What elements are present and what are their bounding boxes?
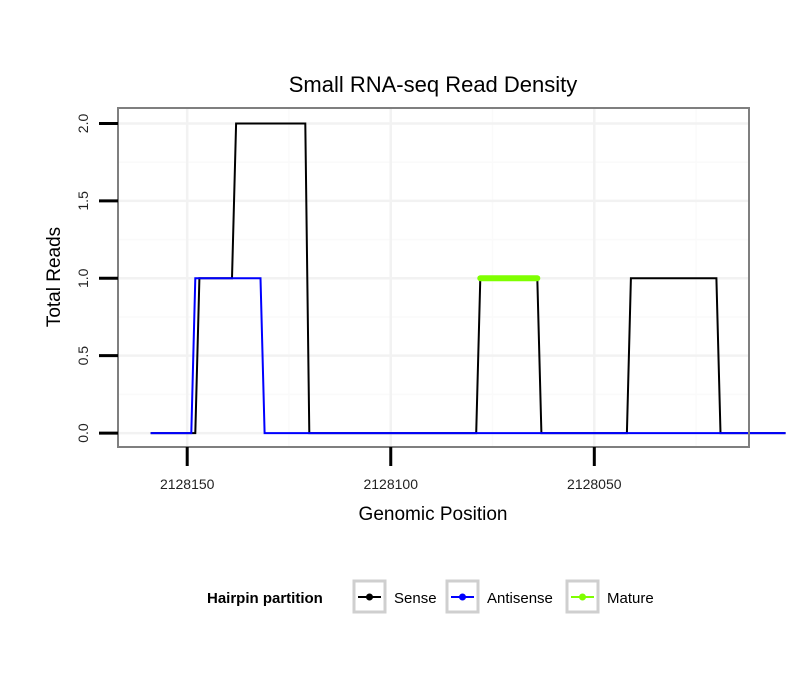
legend-label: Sense	[394, 590, 437, 607]
series-lines	[150, 122, 786, 435]
x-axis-title: Genomic Position	[359, 504, 508, 525]
plot-area	[117, 107, 786, 448]
legend-item-mature: Mature	[565, 579, 654, 614]
y-axis: 0.0 0.5 1.0 1.5 2.0	[75, 114, 118, 443]
legend-items: Sense Antisense Mature	[352, 579, 654, 614]
x-axis: 2128150 2128100 2128050	[160, 447, 622, 492]
legend-key-point	[459, 593, 466, 601]
y-tick-label: 1.5	[75, 191, 91, 211]
x-tick-label: 2128100	[363, 476, 418, 492]
legend-title: Hairpin partition	[207, 590, 323, 607]
y-tick-label: 0.5	[75, 346, 91, 366]
y-tick-label: 0.0	[75, 423, 91, 443]
x-tick-label: 2128150	[160, 476, 215, 492]
legend-item-sense: Sense	[352, 579, 437, 614]
legend-label: Antisense	[487, 590, 553, 607]
y-tick-label: 2.0	[75, 114, 91, 134]
legend-item-antisense: Antisense	[445, 579, 553, 614]
legend-key-point	[579, 593, 586, 601]
legend: Hairpin partition Sense Antisense Mature	[207, 579, 654, 614]
chart-title: Small RNA-seq Read Density	[289, 72, 578, 97]
y-axis-title: Total Reads	[44, 227, 65, 327]
x-tick-label: 2128050	[567, 476, 622, 492]
legend-key-point	[366, 593, 373, 601]
series-line-antisense	[150, 277, 786, 435]
legend-label: Mature	[607, 590, 654, 607]
y-tick-label: 1.0	[75, 268, 91, 288]
